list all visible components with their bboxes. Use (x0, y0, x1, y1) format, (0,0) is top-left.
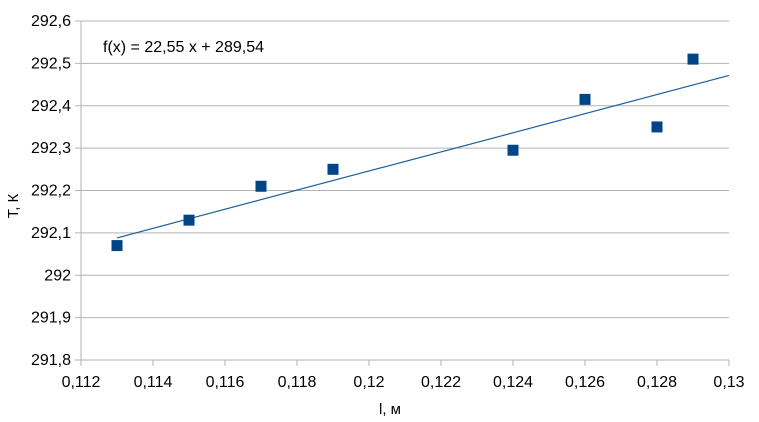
x-tick-label: 0,112 (62, 374, 101, 391)
y-tick-label: 292 (44, 267, 71, 284)
data-point (651, 121, 663, 133)
x-tick-label: 0,122 (421, 374, 461, 391)
data-points (111, 53, 699, 252)
data-point (183, 214, 195, 226)
x-tick-labels: 0,112 0,114 0,116 0,118 0,12 0,122 0,124 0,126 0… (62, 374, 745, 391)
trendline-line (116, 74, 730, 239)
x-tick-label: 0,124 (493, 374, 533, 391)
x-tick-label: 0,114 (134, 374, 173, 391)
y-axis-title: T, К (5, 193, 22, 218)
x-tick-label: 0,116 (206, 374, 245, 391)
x-tick-label: 0,13 (713, 374, 744, 391)
y-tick-labels: 291,8 291,9 292 292,1 292,2 292,3 292,4 292,5 29… (31, 13, 71, 369)
x-axis-title: l, м (379, 401, 401, 418)
trendline-equation: f(x) = 22,55 x + 289,54 (103, 39, 264, 56)
y-tick-label: 292,4 (31, 98, 71, 115)
data-point (255, 180, 267, 192)
y-tick-label: 292,2 (31, 183, 71, 200)
trendline (116, 74, 730, 239)
y-tick-label: 291,8 (31, 352, 71, 369)
data-point (579, 93, 591, 105)
data-point (327, 163, 339, 175)
x-tick-label: 0,126 (565, 374, 605, 391)
x-tick-label: 0,128 (637, 374, 677, 391)
y-tick-label: 292,6 (31, 13, 71, 30)
data-point (507, 144, 519, 156)
y-tick-label: 292,5 (31, 55, 71, 72)
y-tick-label: 291,9 (31, 310, 71, 327)
y-tick-label: 292,1 (31, 225, 71, 242)
x-tick-label: 0,12 (353, 374, 384, 391)
axes (75, 20, 730, 366)
x-tick-label: 0,118 (278, 374, 317, 391)
y-tick-label: 292,3 (31, 140, 71, 157)
grid-lines (81, 20, 729, 361)
data-point (111, 240, 123, 252)
data-point (687, 53, 699, 65)
